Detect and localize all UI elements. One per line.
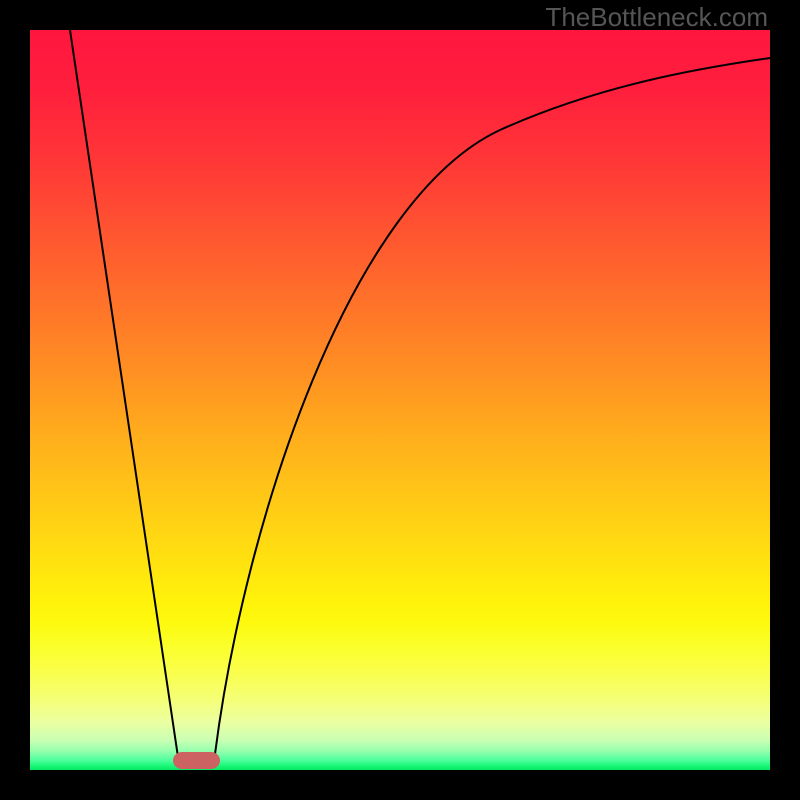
frame-right bbox=[770, 0, 800, 800]
chart-container: TheBottleneck.com bbox=[0, 0, 800, 800]
frame-left bbox=[0, 0, 30, 800]
plot-background-gradient bbox=[30, 30, 770, 770]
frame-bottom bbox=[0, 770, 800, 800]
watermark-text: TheBottleneck.com bbox=[545, 2, 768, 33]
